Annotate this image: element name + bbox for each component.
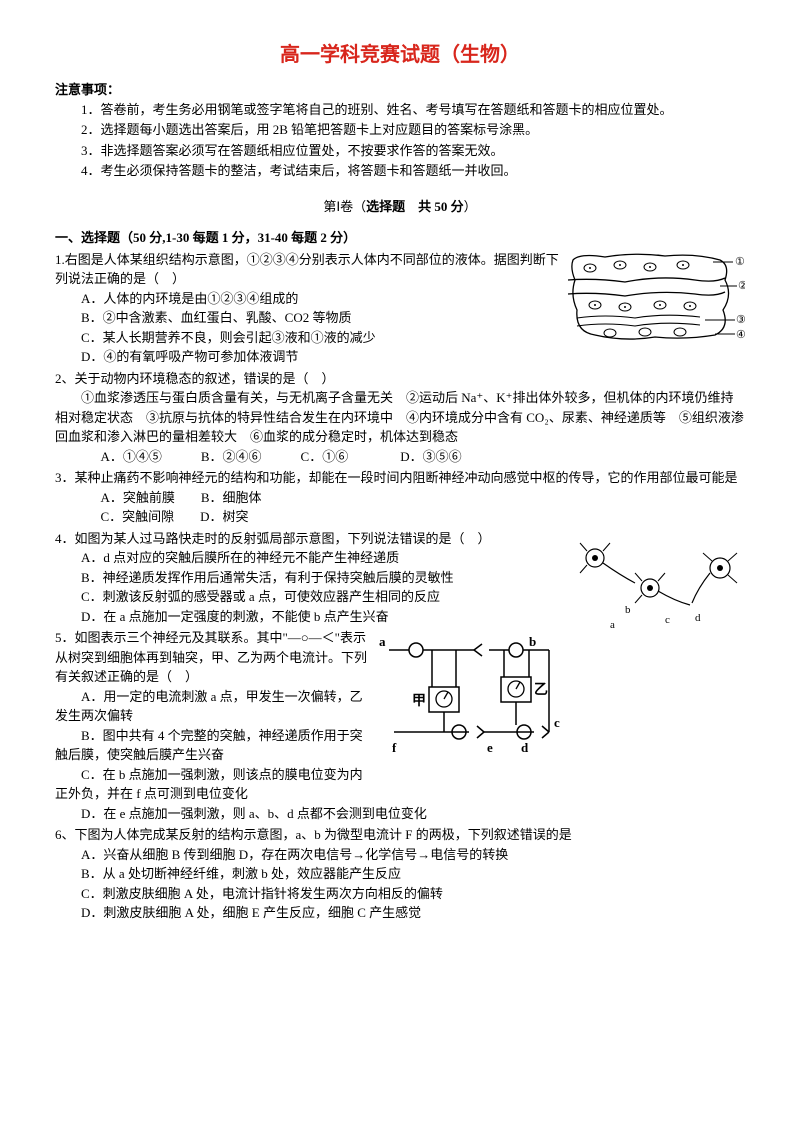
q2-opts: A．①④⑤ B．②④⑥ C．①⑥ D．③⑤⑥ (55, 447, 745, 467)
svg-text:c: c (554, 715, 560, 730)
svg-text:a: a (610, 619, 615, 631)
q3-opt-cd: C．突触间隙 D．树突 (55, 507, 745, 527)
svg-text:c: c (665, 614, 670, 626)
part1-header: 第Ⅰ卷（选择题 共 50 分） (55, 197, 745, 217)
svg-text:①: ① (735, 256, 745, 268)
svg-text:b: b (625, 604, 631, 616)
notice-item: 4．考生必须保持答题卡的整洁，考试结束后，将答题卡和答题纸一并收回。 (55, 161, 745, 181)
svg-text:f: f (392, 740, 397, 755)
svg-text:e: e (487, 740, 493, 755)
notice-header: 注意事项： (55, 80, 745, 100)
figure-1: ① ② ③ ④ (565, 250, 745, 351)
q6-opt-d: D．刺激皮肤细胞 A 处，细胞 E 产生反应，细胞 C 产生感觉 (55, 903, 745, 923)
svg-text:③: ③ (736, 314, 745, 326)
question-2: 2、关于动物内环境稳态的叙述，错误的是（ ） ①血浆渗透压与蛋白质含量有关，与无… (55, 369, 745, 467)
figure-5: a b 甲 乙 c d e f (374, 632, 564, 778)
question-6: 6、下图为人体完成某反射的结构示意图，a、b 为微型电流计 F 的两极，下列叙述… (55, 825, 745, 923)
svg-text:d: d (521, 740, 529, 755)
mcq-header: 一、选择题（50 分,1-30 每题 1 分，31-40 每题 2 分） (55, 228, 745, 248)
svg-text:④: ④ (736, 329, 745, 341)
q6-opt-b: B．从 a 处切断神经纤维，刺激 b 处，效应器能产生反应 (55, 864, 745, 884)
svg-text:d: d (695, 612, 701, 624)
part1-prefix: 第Ⅰ卷（ (323, 199, 366, 214)
q2-stem: 2、关于动物内环境稳态的叙述，错误的是（ ） (55, 369, 745, 389)
part1-suffix: ） (464, 199, 477, 214)
svg-text:甲: 甲 (412, 693, 426, 709)
notice-block: 注意事项： 1．答卷前，考生务必用钢笔或签字笔将自己的班别、姓名、考号填写在答题… (55, 80, 745, 181)
svg-text:a: a (379, 634, 386, 649)
q6-stem: 6、下图为人体完成某反射的结构示意图，a、b 为微型电流计 F 的两极，下列叙述… (55, 825, 745, 845)
notice-item: 2．选择题每小题选出答案后，用 2B 铅笔把答题卡上对应题目的答案标号涂黑。 (55, 120, 745, 140)
notice-item: 1．答卷前，考生务必用钢笔或签字笔将自己的班别、姓名、考号填写在答题纸和答题卡的… (55, 100, 745, 120)
q6-opt-a: A．兴奋从细胞 B 传到细胞 D，存在两次电信号→化学信号→电信号的转换 (55, 845, 745, 865)
q3-opt-ab: A．突触前膜 B．细胞体 (55, 488, 745, 508)
svg-text:乙: 乙 (534, 682, 548, 698)
page-title: 高一学科竞赛试题（生物） (55, 40, 745, 70)
question-3: 3．某种止痛药不影响神经元的结构和功能，却能在一段时间内阻断神经冲动向感觉中枢的… (55, 468, 745, 527)
q6-opt-c: C．刺激皮肤细胞 A 处，电流计指针将发生两次方向相反的偏转 (55, 884, 745, 904)
q3-stem: 3．某种止痛药不影响神经元的结构和功能，却能在一段时间内阻断神经冲动向感觉中枢的… (55, 468, 745, 488)
svg-text:b: b (529, 634, 536, 649)
q2-body: ①血浆渗透压与蛋白质含量有关，与无机离子含量无关 ②运动后 Na⁺、K⁺排出体外… (55, 388, 745, 447)
figure-4: b c d a (570, 533, 745, 639)
notice-item: 3．非选择题答案必须写在答题纸相应位置处，不按要求作答的答案无效。 (55, 141, 745, 161)
svg-text:②: ② (738, 280, 745, 292)
part1-bold: 选择题 共 50 分 (366, 199, 464, 214)
q5-opt-d: D．在 e 点施加一强刺激，则 a、b、d 点都不会测到电位变化 (55, 804, 745, 824)
